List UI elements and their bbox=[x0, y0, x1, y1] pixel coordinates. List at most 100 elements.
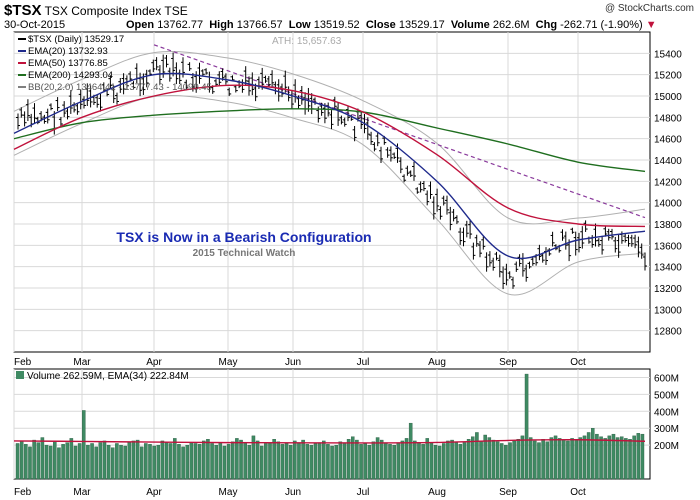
volume-bar bbox=[557, 438, 562, 480]
volume-bar bbox=[148, 444, 152, 480]
bollinger-upper-band bbox=[13, 50, 646, 225]
volume-bar bbox=[127, 442, 132, 480]
volume-bar bbox=[110, 447, 115, 480]
volume-bar bbox=[371, 441, 376, 480]
volume-bar bbox=[160, 440, 165, 480]
volume-bar bbox=[168, 443, 173, 480]
legend-entry: BB(20,2.0) 13464.41 - 13777.43 - 14090.4… bbox=[28, 82, 212, 93]
volume-bar bbox=[164, 442, 169, 480]
price-tick-label: 12800 bbox=[654, 327, 682, 338]
volume-bar bbox=[379, 439, 384, 480]
price-tick-label: 14000 bbox=[654, 199, 682, 210]
volume-bar bbox=[317, 442, 322, 480]
volume-bar bbox=[19, 440, 24, 480]
volume-bar bbox=[243, 442, 247, 480]
volume-bar bbox=[384, 442, 388, 480]
volume-bar bbox=[462, 442, 467, 480]
volume-bar bbox=[206, 439, 210, 480]
volume-bar bbox=[541, 439, 545, 480]
volume-x-tick-label: Aug bbox=[428, 487, 446, 498]
chg-label: Chg bbox=[535, 19, 558, 31]
volume-bar bbox=[251, 435, 256, 480]
volume-bar bbox=[214, 444, 218, 480]
volume-bar bbox=[475, 432, 479, 480]
price-tick-label: 13600 bbox=[654, 241, 682, 252]
high-label: High bbox=[209, 19, 234, 31]
price-tick-label: 14400 bbox=[654, 156, 682, 167]
volume-bar bbox=[454, 442, 458, 480]
volume-bar bbox=[293, 440, 297, 480]
legend-entry: EMA(20) 13732.93 bbox=[28, 46, 108, 57]
price-x-tick-label: Apr bbox=[146, 357, 162, 368]
volume-bar bbox=[119, 444, 123, 480]
volume-bar bbox=[483, 434, 487, 480]
volume-bar bbox=[313, 443, 318, 480]
volume-bar bbox=[280, 444, 285, 480]
price-tick-label: 13400 bbox=[654, 263, 682, 274]
volume-bar bbox=[139, 446, 144, 480]
volume-bar bbox=[417, 442, 421, 480]
volume-bar bbox=[458, 444, 463, 480]
volume-bar bbox=[301, 439, 305, 480]
volume-legend: Volume 262.59M, EMA(34) 222.84M bbox=[27, 371, 189, 382]
volume-bar bbox=[619, 436, 624, 480]
volume-bar bbox=[553, 435, 558, 480]
volume-bar bbox=[574, 439, 578, 480]
volume-x-tick-label: Sep bbox=[499, 487, 517, 498]
volume-bar bbox=[350, 436, 355, 480]
volume-bar bbox=[437, 445, 442, 480]
volume-bar bbox=[636, 433, 641, 480]
volume-tick-label: 300M bbox=[654, 424, 679, 435]
volume-bar bbox=[363, 443, 367, 480]
volume-bar bbox=[15, 443, 20, 480]
volume-bar bbox=[48, 445, 53, 480]
volume-bar bbox=[392, 444, 396, 480]
annotation-title: TSX is Now in a Bearish Configuration bbox=[116, 229, 371, 245]
volume-bar bbox=[156, 444, 161, 480]
volume-x-tick-label: Feb bbox=[14, 487, 32, 498]
volume-bar bbox=[40, 437, 45, 480]
volume-bar bbox=[508, 442, 512, 480]
volume-bar bbox=[268, 442, 272, 480]
volume-bar bbox=[131, 440, 136, 480]
volume-bar bbox=[595, 433, 599, 480]
volume-bar bbox=[235, 438, 239, 480]
volume-bar bbox=[520, 435, 525, 480]
volume-bar bbox=[334, 444, 338, 480]
low-label: Low bbox=[288, 19, 311, 31]
volume-bar bbox=[603, 438, 607, 480]
price-tick-label: 15400 bbox=[654, 49, 682, 60]
close-label: Close bbox=[365, 19, 396, 31]
volume-bar bbox=[425, 438, 430, 480]
volume-tick-label: 400M bbox=[654, 407, 679, 418]
volume-bar bbox=[624, 438, 628, 480]
high-value: 13766.57 bbox=[236, 19, 283, 31]
volume-bar bbox=[259, 445, 264, 480]
volume-bar bbox=[562, 439, 566, 480]
volume-bar bbox=[106, 444, 111, 480]
price-tick-label: 13800 bbox=[654, 220, 682, 231]
volume-bar bbox=[628, 439, 632, 480]
open-value: 13762.77 bbox=[157, 19, 204, 31]
volume-bar bbox=[516, 439, 521, 480]
volume-bar bbox=[218, 442, 223, 480]
volume-bar bbox=[181, 446, 185, 480]
volume-bar bbox=[185, 444, 190, 480]
volume-bar bbox=[90, 443, 94, 480]
price-x-tick-label: Aug bbox=[428, 357, 446, 368]
volume-bar bbox=[338, 441, 343, 480]
volume-bar bbox=[202, 440, 206, 480]
volume-bar bbox=[504, 444, 508, 480]
ema20-line bbox=[13, 72, 646, 260]
volume-bar bbox=[309, 444, 314, 480]
volume-bar bbox=[512, 440, 516, 480]
volume-bar bbox=[375, 437, 380, 480]
volume-bar bbox=[528, 437, 533, 480]
price-tick-label: 15200 bbox=[654, 71, 682, 82]
volume-bar bbox=[144, 443, 148, 480]
volume-bar bbox=[570, 438, 574, 480]
volume-bar bbox=[487, 437, 492, 480]
volume-bar bbox=[82, 410, 86, 480]
volume-bar bbox=[446, 440, 450, 480]
ticker-symbol: $TSX bbox=[4, 2, 42, 19]
